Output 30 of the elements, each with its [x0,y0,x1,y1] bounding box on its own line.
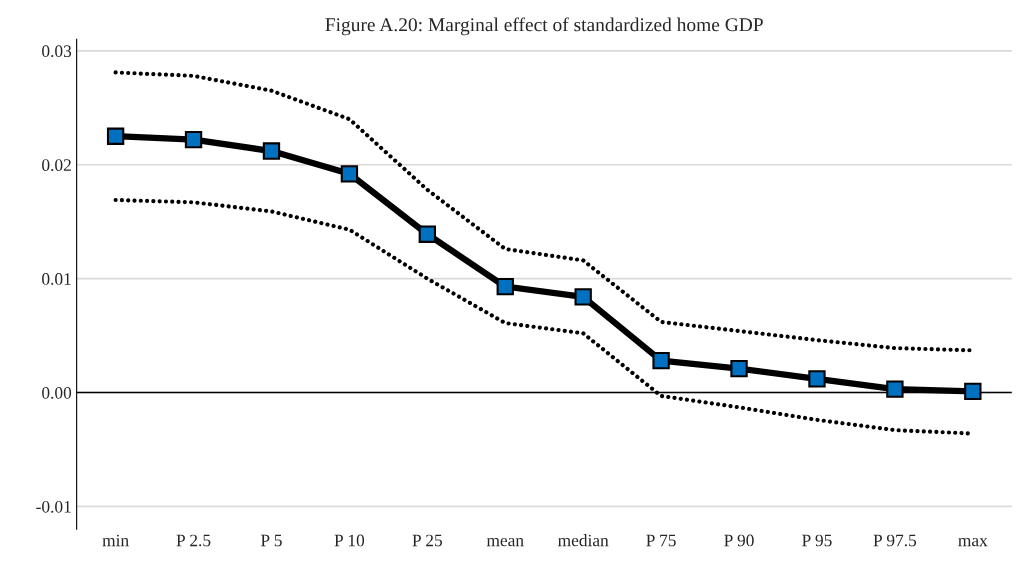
point [730,359,748,378]
point [262,142,281,160]
x-tick-label: P 95 [802,534,832,547]
point [652,351,670,370]
chart-title: Figure A.20: Marginal effect of standardized home GDP [325,17,763,36]
x-tick-label: median [557,534,609,547]
y-tick-label: 0.03 [42,45,72,58]
point [340,165,359,183]
point [964,382,982,401]
x-tick-label: max [958,537,988,547]
x-tick-label: P 25 [412,534,442,547]
point [106,127,125,145]
point [496,277,514,296]
y-tick-label: 0.01 [42,273,71,285]
x-tick-label: P 5 [260,534,282,547]
x-tick-label: P 90 [724,534,754,547]
x-tick-label: P 97.5 [873,534,917,547]
point [418,225,436,243]
x-tick-label: P 10 [334,534,365,547]
y-tick-label: -0.01 [36,500,71,513]
y-tick-label: 0.02 [42,159,71,171]
x-tick-label: mean [486,537,524,547]
x-tick-label: P 2.5 [176,534,211,547]
x-tick-label: P 75 [646,534,676,547]
point [886,380,904,398]
point [184,130,203,149]
x-tick-label: min [102,534,129,547]
y-tick-label: 0.00 [42,387,72,399]
point [808,370,826,388]
point [574,288,592,306]
